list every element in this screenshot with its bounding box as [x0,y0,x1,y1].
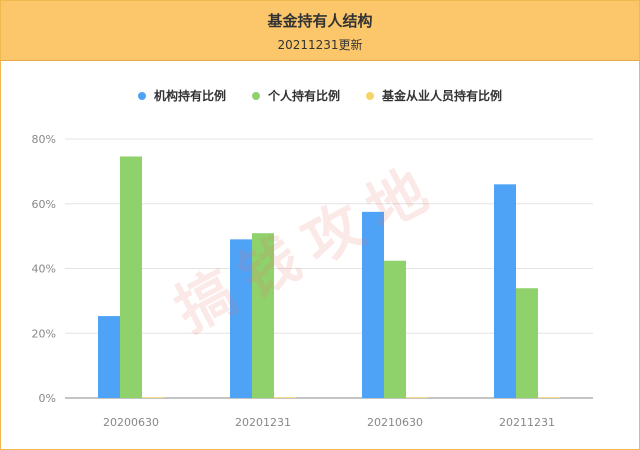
legend-item-institutional[interactable]: 机构持有比例 [137,87,226,104]
bar [406,397,428,398]
y-tick-label: 80% [32,133,56,146]
chart-title: 基金持有人结构 [267,12,373,30]
x-tick-label: 20210630 [367,416,423,429]
y-tick-label: 60% [32,198,56,211]
bar [274,397,296,398]
legend-label: 个人持有比例 [267,89,340,103]
legend-item-individual[interactable]: 个人持有比例 [251,87,340,104]
legend-marker [251,91,260,100]
y-tick-label: 40% [32,263,56,276]
bar [120,156,142,398]
chart-subtitle: 20211231更新 [277,38,363,52]
x-tick-label: 20200630 [103,416,159,429]
bar [516,288,538,398]
bar [142,397,164,398]
bar [384,260,406,398]
y-tick-label: 0% [39,392,56,405]
header-bar: 基金持有人结构 20211231更新 [1,1,639,61]
bar [538,397,560,398]
bar [98,316,120,398]
legend-label: 基金从业人员持有比例 [382,89,503,103]
bar [252,233,274,398]
legend-marker [137,91,146,100]
x-tick-label: 20201231 [235,416,291,429]
bar [362,211,384,398]
legend-label: 机构持有比例 [153,89,226,103]
legend-item-employee[interactable]: 基金从业人员持有比例 [366,87,502,104]
legend: 机构持有比例 个人持有比例 基金从业人员持有比例 [1,87,639,104]
bar [230,239,252,398]
legend-marker [366,91,374,100]
y-tick-label: 20% [32,327,56,340]
bar [494,184,516,398]
x-tick-label: 20211231 [499,416,555,429]
